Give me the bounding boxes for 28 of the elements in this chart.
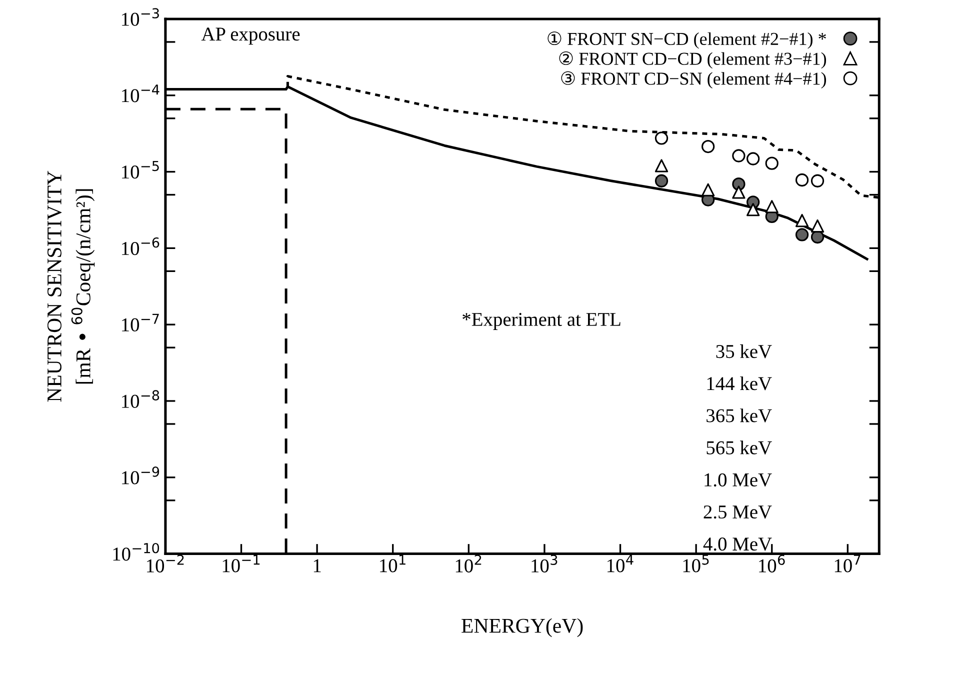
annotation: 2.5 MeV: [704, 505, 772, 519]
annotation: 1.0 MeV: [704, 473, 772, 487]
x-tick-label: 10$^{−1}$: [222, 554, 260, 572]
legend-label: ② FRONT CD−CD (element #3−#1): [559, 51, 826, 69]
y-tick-label: 10$^{−7}$: [122, 314, 159, 332]
y-tick-label: 10$^{−8}$: [122, 390, 160, 408]
y-tick-label: 10$^{−5}$: [122, 161, 159, 179]
y-tick-label: 10$^{−6}$: [122, 237, 160, 256]
x-axis-title: ENERGY(eV): [462, 618, 583, 638]
y-tick-label: 10$^{−4}$: [122, 84, 160, 102]
y-axis-title: NEUTRON SENSITIVITY [mR • $^{60}$Coeq/(n/cm²)]: [47, 170, 95, 402]
legend-label: ③ FRONT CD−SN (element #4−#1): [561, 71, 826, 88]
annotation: 565 keV: [706, 440, 772, 454]
y-tick-label: 10$^{−3}$: [122, 8, 159, 26]
annotation: 35 keV: [716, 344, 772, 358]
x-tick-label: 10$^{2}$: [456, 554, 482, 572]
x-tick-label: 10$^{3}$: [532, 554, 558, 572]
x-tick-label: 10$^{6}$: [759, 554, 785, 572]
annotation: AP exposure: [201, 28, 300, 45]
x-tick-label: 10$^{4}$: [608, 554, 634, 572]
x-tick-label: 1: [314, 559, 321, 572]
annotation: 365 keV: [706, 408, 772, 422]
annotation: 144 keV: [707, 376, 772, 390]
x-tick-label: 10$^{1}$: [380, 554, 406, 572]
legend-label: ① FRONT SN−CD (element #2−#1) *: [548, 32, 826, 49]
annotation: 4.0 MeV: [703, 538, 772, 551]
y-tick-label: 10$^{−9}$: [122, 466, 160, 484]
annotation: *Experiment at ETL: [462, 312, 620, 330]
